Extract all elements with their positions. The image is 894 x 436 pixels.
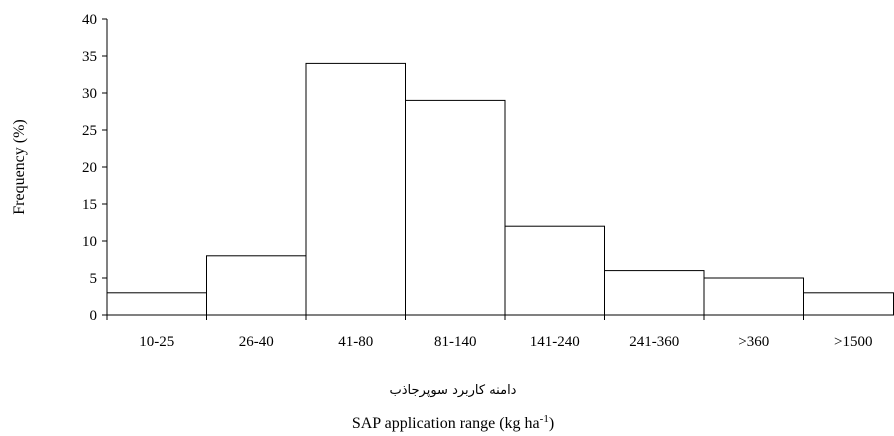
bar-81-140 [405, 99, 506, 316]
y-axis-ticks: 0 5 10 15 20 25 30 35 40 [82, 12, 107, 324]
y-tick-label: 40 [82, 12, 97, 28]
y-axis-title: Frequency (%) [11, 119, 28, 215]
x-category-label: >360 [738, 334, 769, 350]
x-category-label: 141-240 [530, 334, 580, 350]
y-tick-label: 30 [82, 86, 97, 102]
y-tick-label: 0 [90, 308, 98, 324]
x-category-label: 10-25 [139, 334, 174, 350]
bar-360 [703, 277, 804, 316]
bar-241-360 [604, 270, 705, 316]
x-axis-ticks: 10-25 26-40 41-80 81-140 141-240 241-360 >360 >… [106, 315, 872, 350]
y-tick-label: 5 [90, 271, 98, 287]
bar-1500 [803, 292, 894, 316]
x-category-label: 81-140 [434, 334, 477, 350]
bar-10-25 [106, 292, 207, 316]
y-tick-label: 10 [82, 234, 97, 250]
x-category-label: >1500 [834, 334, 872, 350]
bar-41-80 [305, 62, 406, 316]
x-axis-title-close: ) [549, 415, 554, 432]
y-tick-label: 25 [82, 123, 97, 139]
x-category-label: 241-360 [629, 334, 679, 350]
x-axis-title-persian: دامنه کاربرد سوپرجاذب [390, 383, 517, 398]
bar-26-40 [206, 255, 307, 316]
bars [106, 62, 894, 316]
x-axis-title-base: SAP application range (kg ha [352, 415, 540, 432]
x-category-label: 41-80 [338, 334, 373, 350]
y-tick-label: 20 [82, 160, 97, 176]
bar-141-240 [504, 225, 605, 316]
x-axis-title-superscript: -1 [540, 413, 549, 425]
x-axis-title: SAP application range (kg ha-1) [352, 413, 554, 432]
x-category-label: 26-40 [239, 334, 274, 350]
y-tick-label: 15 [82, 197, 97, 213]
y-tick-label: 35 [82, 49, 97, 65]
